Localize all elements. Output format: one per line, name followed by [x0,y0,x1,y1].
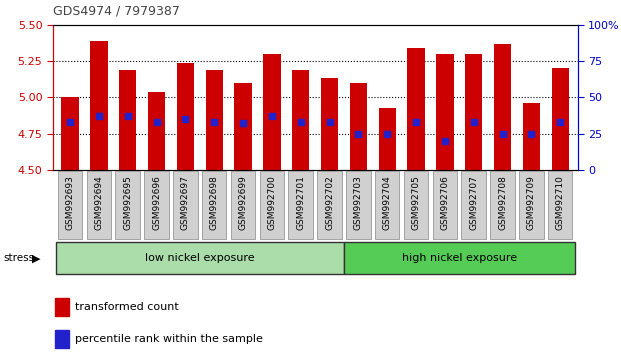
Text: stress: stress [3,253,34,263]
FancyBboxPatch shape [289,171,313,239]
Bar [263,54,281,170]
Bar [119,70,137,170]
FancyBboxPatch shape [87,171,111,239]
Bar [321,79,338,170]
Text: GSM992707: GSM992707 [469,176,478,230]
FancyBboxPatch shape [260,171,284,239]
Text: GSM992696: GSM992696 [152,176,161,230]
Bar [55,298,68,316]
Bar [148,92,165,170]
Text: GSM992709: GSM992709 [527,176,536,230]
Text: high nickel exposure: high nickel exposure [402,253,517,263]
Text: GSM992697: GSM992697 [181,176,190,230]
FancyBboxPatch shape [144,171,169,239]
FancyBboxPatch shape [317,171,342,239]
Bar [350,83,367,170]
Text: GSM992703: GSM992703 [354,176,363,230]
FancyBboxPatch shape [548,171,573,239]
Text: low nickel exposure: low nickel exposure [145,253,255,263]
Bar [177,63,194,170]
Text: GSM992699: GSM992699 [238,176,248,230]
Text: GSM992704: GSM992704 [383,176,392,230]
FancyBboxPatch shape [519,171,543,239]
Text: GSM992702: GSM992702 [325,176,334,230]
FancyBboxPatch shape [404,171,428,239]
Text: GSM992710: GSM992710 [556,176,564,230]
Text: transformed count: transformed count [75,302,179,312]
Text: GSM992706: GSM992706 [440,176,450,230]
FancyBboxPatch shape [461,171,486,239]
Bar [436,54,453,170]
Text: GSM992693: GSM992693 [66,176,75,230]
Text: GSM992700: GSM992700 [268,176,276,230]
Text: GSM992698: GSM992698 [210,176,219,230]
Text: ▶: ▶ [32,253,41,263]
FancyBboxPatch shape [202,171,227,239]
Bar [55,330,68,348]
FancyBboxPatch shape [346,171,371,239]
FancyBboxPatch shape [433,171,457,239]
FancyBboxPatch shape [344,242,574,274]
Bar [494,44,511,170]
Text: GSM992695: GSM992695 [123,176,132,230]
FancyBboxPatch shape [56,242,344,274]
Text: GSM992701: GSM992701 [296,176,306,230]
Bar [61,97,79,170]
Bar [465,54,483,170]
Bar [292,70,309,170]
Bar [551,68,569,170]
Bar [90,41,107,170]
Bar [407,48,425,170]
Bar [523,103,540,170]
Bar [379,108,396,170]
FancyBboxPatch shape [375,171,399,239]
Text: GDS4974 / 7979387: GDS4974 / 7979387 [53,5,179,18]
FancyBboxPatch shape [231,171,255,239]
Bar [234,83,252,170]
FancyBboxPatch shape [58,171,83,239]
FancyBboxPatch shape [491,171,515,239]
Bar [206,70,223,170]
Text: GSM992705: GSM992705 [412,176,420,230]
Text: GSM992708: GSM992708 [498,176,507,230]
FancyBboxPatch shape [173,171,197,239]
FancyBboxPatch shape [116,171,140,239]
Text: GSM992694: GSM992694 [94,176,104,230]
Text: percentile rank within the sample: percentile rank within the sample [75,334,263,344]
